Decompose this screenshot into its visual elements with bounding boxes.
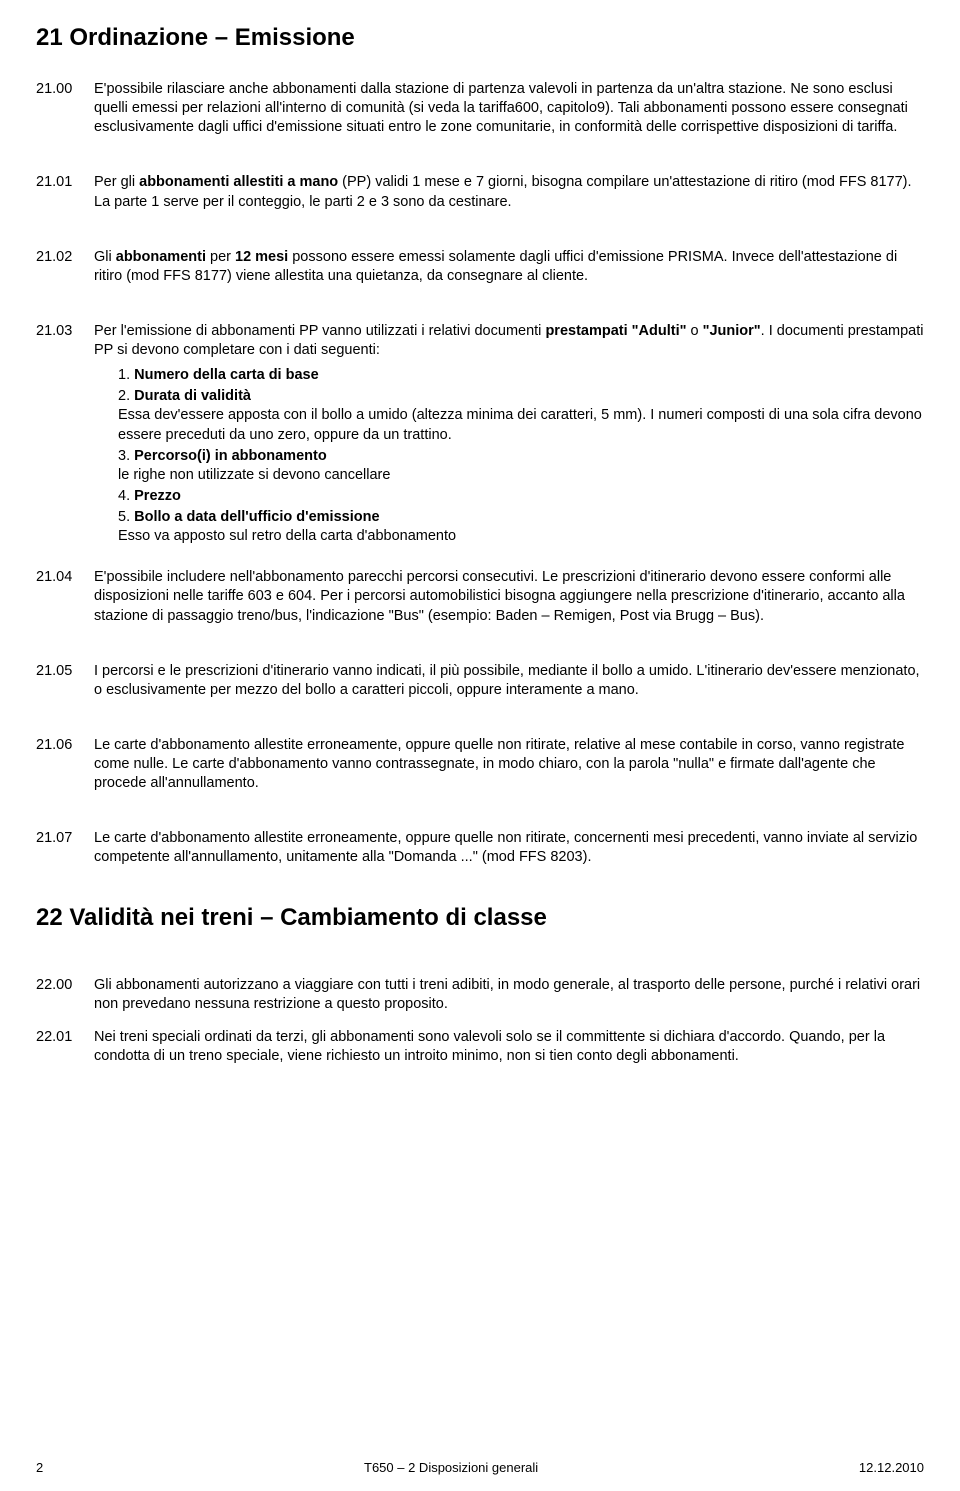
paragraph-number: 21.06 [36, 736, 94, 793]
paragraph-number: 21.04 [36, 568, 94, 625]
list-item: 3. Percorso(i) in abbonamentole righe no… [118, 447, 924, 485]
paragraph-22-01: 22.01 Nei treni speciali ordinati da ter… [36, 1028, 924, 1066]
paragraph-body: Le carte d'abbonamento allestite erronea… [94, 829, 924, 867]
paragraph-body: E'possibile includere nell'abbonamento p… [94, 568, 924, 625]
paragraph-body: Per gli abbonamenti allestiti a mano (PP… [94, 173, 924, 211]
paragraph-21-04: 21.04 E'possibile includere nell'abbonam… [36, 568, 924, 625]
list-item: 4. Prezzo [118, 487, 924, 506]
paragraph-body: E'possibile rilasciare anche abbonamenti… [94, 80, 924, 137]
paragraph-text: Le carte d'abbonamento allestite erronea… [94, 736, 924, 793]
paragraph-21-02: 21.02 Gli abbonamenti per 12 mesi posson… [36, 248, 924, 286]
paragraph-21-01: 21.01 Per gli abbonamenti allestiti a ma… [36, 173, 924, 211]
numbered-list: 1. Numero della carta di base 2. Durata d… [94, 366, 924, 546]
paragraph-21-06: 21.06 Le carte d'abbonamento allestite e… [36, 736, 924, 793]
paragraph-number: 22.01 [36, 1028, 94, 1066]
section-heading-22: 22 Validità nei treni – Cambiamento di c… [36, 904, 924, 932]
paragraph-body: I percorsi e le prescrizioni d'itinerari… [94, 662, 924, 700]
paragraph-text: E'possibile includere nell'abbonamento p… [94, 568, 924, 625]
paragraph-text: Le carte d'abbonamento allestite erronea… [94, 829, 924, 867]
section-heading-21: 21 Ordinazione – Emissione [36, 24, 924, 52]
paragraph-number: 21.03 [36, 322, 94, 548]
paragraph-number: 21.07 [36, 829, 94, 867]
paragraph-number: 22.00 [36, 976, 94, 1014]
paragraph-text: Per gli abbonamenti allestiti a mano (PP… [94, 173, 924, 211]
paragraph-number: 21.05 [36, 662, 94, 700]
paragraph-text: Nei treni speciali ordinati da terzi, gl… [94, 1028, 924, 1066]
paragraph-text: Per l'emissione di abbonamenti PP vanno … [94, 322, 924, 360]
footer-date: 12.12.2010 [859, 1460, 924, 1475]
paragraph-21-05: 21.05 I percorsi e le prescrizioni d'iti… [36, 662, 924, 700]
list-item: 2. Durata di validitàEssa dev'essere app… [118, 387, 924, 444]
paragraph-text: Gli abbonamenti autorizzano a viaggiare … [94, 976, 924, 1014]
paragraph-number: 21.01 [36, 173, 94, 211]
paragraph-body: Per l'emissione di abbonamenti PP vanno … [94, 322, 924, 548]
paragraph-text: I percorsi e le prescrizioni d'itinerari… [94, 662, 924, 700]
paragraph-text: Gli abbonamenti per 12 mesi possono esse… [94, 248, 924, 286]
list-item: 5. Bollo a data dell'ufficio d'emissione… [118, 508, 924, 546]
paragraph-21-03: 21.03 Per l'emissione di abbonamenti PP … [36, 322, 924, 548]
paragraph-21-00: 21.00 E'possibile rilasciare anche abbon… [36, 80, 924, 137]
footer-center: T650 – 2 Disposizioni generali [364, 1460, 538, 1475]
paragraph-number: 21.00 [36, 80, 94, 137]
page-footer: 2 T650 – 2 Disposizioni generali 12.12.2… [36, 1460, 924, 1475]
document-page: 21 Ordinazione – Emissione 21.00 E'possi… [0, 0, 960, 1491]
paragraph-body: Gli abbonamenti per 12 mesi possono esse… [94, 248, 924, 286]
paragraph-body: Nei treni speciali ordinati da terzi, gl… [94, 1028, 924, 1066]
paragraph-text: E'possibile rilasciare anche abbonamenti… [94, 80, 924, 137]
paragraph-body: Gli abbonamenti autorizzano a viaggiare … [94, 976, 924, 1014]
paragraph-22-00: 22.00 Gli abbonamenti autorizzano a viag… [36, 976, 924, 1014]
footer-page-number: 2 [36, 1460, 43, 1475]
paragraph-21-07: 21.07 Le carte d'abbonamento allestite e… [36, 829, 924, 867]
list-item: 1. Numero della carta di base [118, 366, 924, 385]
paragraph-body: Le carte d'abbonamento allestite erronea… [94, 736, 924, 793]
paragraph-number: 21.02 [36, 248, 94, 286]
